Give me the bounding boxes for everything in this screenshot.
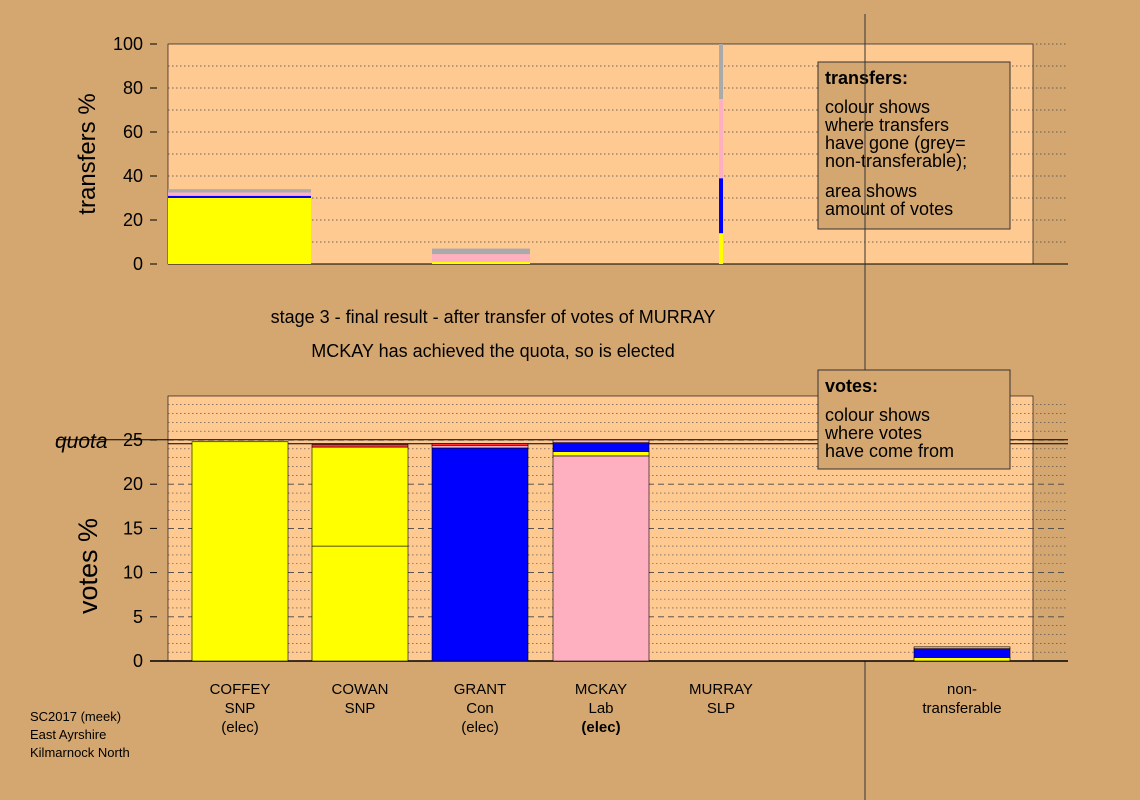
vote-segment-cowan-snp [311,446,409,547]
category-label: (elec) [461,719,499,736]
transfer-segment-cowan-snp [432,261,530,264]
vote-segment-cowan-slp [311,444,409,448]
vote-segment-mckay-snp [552,451,650,457]
headline-result: MCKAY has achieved the quota, so is elec… [311,341,675,361]
transfers-y-axis-label: transfers % [74,93,101,214]
transfer-segment-murray-snp [719,233,723,264]
category-label: COWAN [332,681,389,698]
category-label: Lab [588,700,613,717]
category-label: non- [947,681,977,698]
vote-segment-non-lab [913,646,1011,649]
vote-segment-coffey-snp [191,441,289,662]
vote-segment-mckay-con [552,442,650,452]
votes-legend-line: colour shows [825,405,930,425]
category-label: MURRAY [689,681,753,698]
category-label: MCKAY [575,681,627,698]
footer-election: SC2017 (meek) [30,709,121,724]
quota-label: quota [55,430,108,453]
category-label: COFFEY [210,681,271,698]
transfer-segment-coffey-snp [168,198,311,264]
vote-segment-grant-slp [431,443,529,446]
votes-legend-line: have come from [825,441,954,461]
category-label: GRANT [454,681,507,698]
vote-segment-non-con [913,648,1011,658]
transfers-legend-line: non-transferable); [825,151,967,171]
vote-segment-mckay-lab [552,455,650,662]
votes-y-tick-label: 0 [133,651,143,671]
votes-y-tick-label: 20 [123,474,143,494]
footer-council: East Ayrshire [30,727,106,742]
transfers-y-tick-label: 100 [113,34,143,54]
votes-y-tick-label: 5 [133,607,143,627]
transfers-legend-line: amount of votes [825,199,953,219]
transfers-y-tick-label: 80 [123,78,143,98]
vote-segment-cowan-snp [311,545,409,662]
category-label: SNP [225,700,256,717]
category-label: SNP [345,700,376,717]
transfer-segment-murray-non-transferable [719,44,723,99]
transfers-legend-box [817,61,1011,230]
votes-y-tick-label: 10 [123,563,143,583]
votes-y-tick-label: 15 [123,518,143,538]
transfers-y-tick-label: 20 [123,210,143,230]
transfer-segment-coffey-con [168,195,311,198]
votes-y-axis-label: votes % [73,518,103,614]
transfers-legend-line: colour shows [825,97,930,117]
transfer-segment-murray-con [719,178,723,234]
category-label: (elec) [581,719,620,736]
category-label: Con [466,700,494,717]
category-label: transferable [922,700,1001,717]
transfer-segment-cowan-non-transferable [432,248,530,255]
vote-segment-mckay-lab [552,439,650,443]
category-label: (elec) [221,719,259,736]
vote-segment-grant-lab [431,445,529,449]
transfer-segment-coffey-lab [168,192,311,196]
vote-segment-grant-con [431,447,529,662]
transfers-y-tick-label: 60 [123,122,143,142]
footer-ward: Kilmarnock North [30,745,130,760]
transfers-legend-title: transfers: [825,68,908,88]
transfer-segment-coffey-non-transferable [168,189,311,193]
vote-segment-non-snp [913,657,1011,662]
transfers-legend-line: where transfers [824,115,949,135]
transfers-legend-line: have gone (grey= [825,133,966,153]
votes-legend-line: where votes [824,423,922,443]
transfer-segment-cowan-lab [432,254,530,262]
headline-stage: stage 3 - final result - after transfer … [271,307,716,327]
transfers-legend-line: area shows [825,181,917,201]
category-label: SLP [707,700,735,717]
votes-legend-title: votes: [825,376,878,396]
transfers-y-tick-label: 0 [133,254,143,274]
votes-legend-box [817,369,1011,470]
transfers-y-tick-label: 40 [123,166,143,186]
transfer-segment-murray-lab [719,99,723,179]
